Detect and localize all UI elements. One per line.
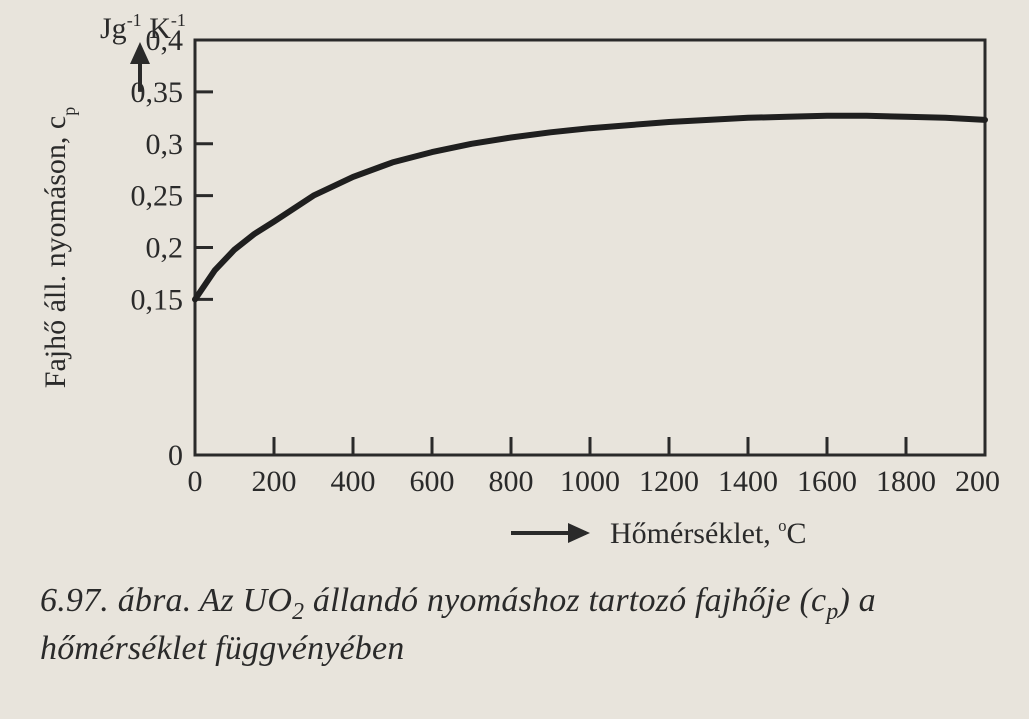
x-tick-label: 1600: [797, 465, 857, 498]
x-tick-label: 400: [331, 465, 376, 498]
x-tick-label: 800: [489, 465, 534, 498]
caption-sub: 2: [292, 599, 304, 625]
y-tick-label: 0,15: [131, 283, 184, 316]
y-tick-label: 0,2: [146, 232, 184, 265]
x-tick-label: 1800: [876, 465, 936, 498]
x-tick-label: 0: [188, 465, 203, 498]
y-tick-label: 0: [168, 439, 183, 472]
x-tick-label: 600: [410, 465, 455, 498]
caption-cp-sub: p: [826, 599, 838, 625]
x-tick-label: 2000: [955, 465, 1000, 498]
y-tick-label: 0,25: [131, 180, 184, 213]
x-tick-label: 200: [252, 465, 297, 498]
chart-container: 0 200 400 600 800 1000 1200 1400 1600 1800 2000 0 0,…: [30, 10, 1000, 570]
x-tick-label: 1200: [639, 465, 699, 498]
page: 0 200 400 600 800 1000 1200 1400 1600 1800 2000 0 0,…: [0, 0, 1029, 719]
x-tick-label: 1400: [718, 465, 778, 498]
x-tick-label: 1000: [560, 465, 620, 498]
chart-svg: 0 200 400 600 800 1000 1200 1400 1600 1800 2000 0 0,…: [30, 10, 1000, 570]
caption-prefix: 6.97. ábra. Az UO: [40, 582, 292, 619]
y-tick-label: 0,3: [146, 128, 184, 161]
x-axis-label: Hőmérséklet, oC: [610, 516, 807, 550]
figure-caption: 6.97. ábra. Az UO2 állandó nyomáshoz tar…: [40, 580, 989, 670]
caption-mid: állandó nyomáshoz tartozó fajhője (c: [304, 582, 826, 619]
